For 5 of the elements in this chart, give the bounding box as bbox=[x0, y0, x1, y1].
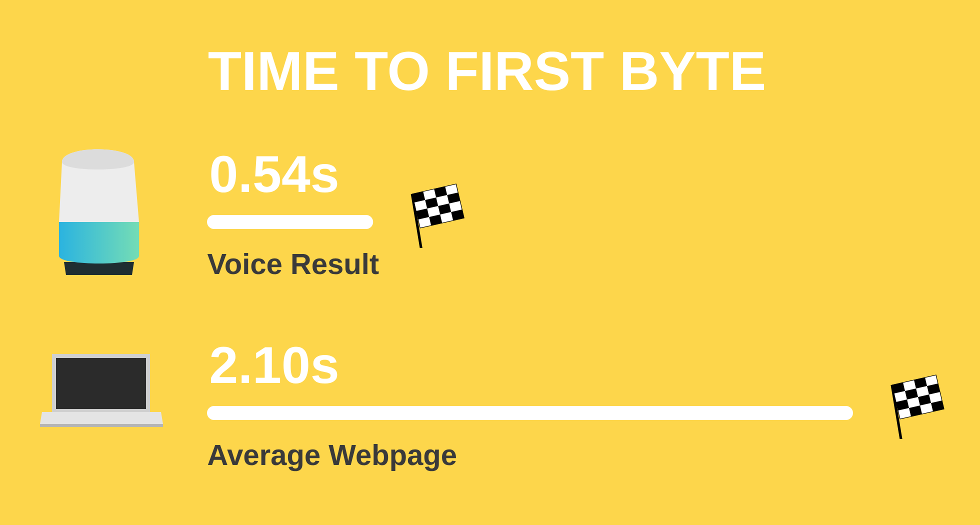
y-tick-label: Average Webpage bbox=[208, 444, 456, 472]
data-label: 2.10s bbox=[211, 346, 338, 384]
y-tick-label: Voice Result bbox=[207, 252, 379, 274]
data-label: 0.54s bbox=[211, 156, 338, 193]
chart-title: TIME TO FIRST BYTE bbox=[208, 52, 764, 91]
